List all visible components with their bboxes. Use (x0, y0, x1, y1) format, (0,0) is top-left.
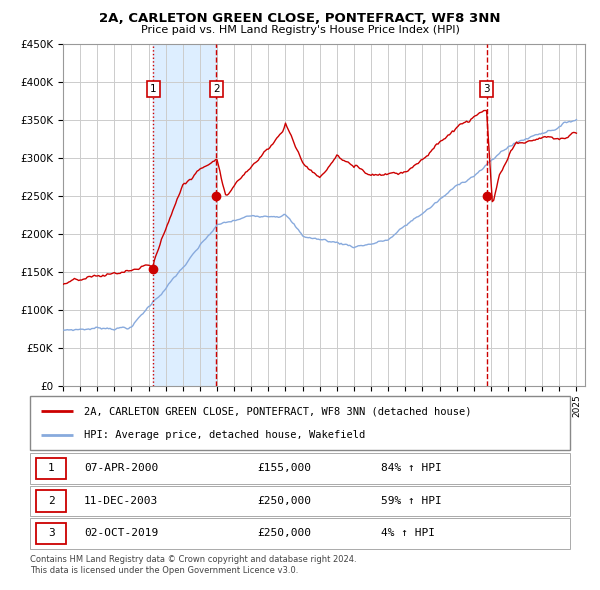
Bar (153, 44, 216, 386)
Text: 2: 2 (48, 496, 55, 506)
Text: 2A, CARLETON GREEN CLOSE, PONTEFRACT, WF8 3NN (detached house): 2A, CARLETON GREEN CLOSE, PONTEFRACT, WF… (84, 407, 472, 417)
Text: 84% ↑ HPI: 84% ↑ HPI (381, 464, 442, 473)
Text: £250,000: £250,000 (257, 496, 311, 506)
Text: 59% ↑ HPI: 59% ↑ HPI (381, 496, 442, 506)
Bar (37, 490, 66, 512)
Text: £155,000: £155,000 (257, 464, 311, 473)
Bar (37, 458, 66, 479)
Text: 2: 2 (213, 84, 220, 94)
Text: 11-DEC-2003: 11-DEC-2003 (84, 496, 158, 506)
Text: 02-OCT-2019: 02-OCT-2019 (84, 529, 158, 538)
Text: 2A, CARLETON GREEN CLOSE, PONTEFRACT, WF8 3NN: 2A, CARLETON GREEN CLOSE, PONTEFRACT, WF… (99, 12, 501, 25)
Text: 1: 1 (150, 84, 157, 94)
Text: HPI: Average price, detached house, Wakefield: HPI: Average price, detached house, Wake… (84, 430, 365, 440)
Bar (37, 523, 66, 544)
Text: Contains HM Land Registry data © Crown copyright and database right 2024.: Contains HM Land Registry data © Crown c… (30, 555, 356, 563)
Text: 3: 3 (483, 84, 490, 94)
Text: £250,000: £250,000 (257, 529, 311, 538)
Text: 07-APR-2000: 07-APR-2000 (84, 464, 158, 473)
Text: Price paid vs. HM Land Registry's House Price Index (HPI): Price paid vs. HM Land Registry's House … (140, 25, 460, 35)
Text: 3: 3 (48, 529, 55, 538)
Text: This data is licensed under the Open Government Licence v3.0.: This data is licensed under the Open Gov… (30, 566, 298, 575)
Text: 4% ↑ HPI: 4% ↑ HPI (381, 529, 435, 538)
Text: 1: 1 (48, 464, 55, 473)
